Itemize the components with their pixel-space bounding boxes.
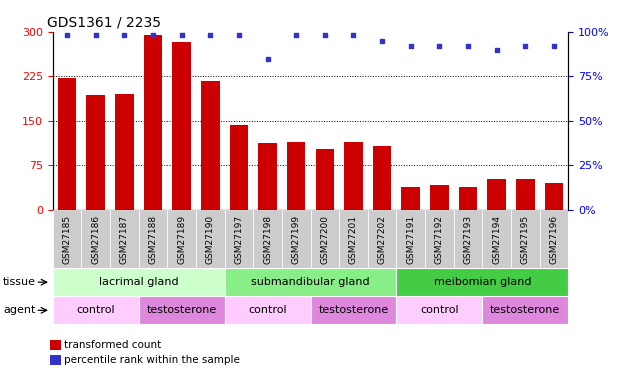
Point (206, 33, 215, 39)
Text: testosterone: testosterone (319, 305, 389, 315)
Bar (339, 210, 368, 268)
Bar (225, 296, 310, 324)
Bar (344, 142, 363, 210)
Text: testosterone: testosterone (147, 305, 217, 315)
Bar (545, 183, 563, 210)
Text: testosterone: testosterone (490, 305, 560, 315)
Text: GSM27186: GSM27186 (91, 214, 100, 264)
Point (320, 33, 330, 39)
Text: GSM27200: GSM27200 (320, 214, 329, 264)
Bar (396, 210, 425, 268)
Bar (401, 188, 420, 210)
Bar (110, 210, 138, 268)
Bar (430, 185, 448, 210)
Point (520, 43, 530, 49)
Bar (310, 296, 396, 324)
Text: GSM27196: GSM27196 (550, 214, 558, 264)
Bar (58, 78, 76, 210)
Text: GSM27187: GSM27187 (120, 214, 129, 264)
Text: GSM27191: GSM27191 (406, 214, 415, 264)
Bar (282, 210, 310, 268)
Bar (138, 210, 167, 268)
Point (549, 43, 559, 49)
Bar (173, 42, 191, 210)
Point (377, 38, 387, 44)
Text: GSM27193: GSM27193 (463, 214, 473, 264)
Text: GSM27199: GSM27199 (292, 214, 301, 264)
Point (234, 33, 244, 39)
Point (263, 56, 273, 62)
Text: GSM27188: GSM27188 (148, 214, 158, 264)
Bar (258, 143, 277, 210)
Bar (201, 81, 220, 210)
Bar (53, 296, 138, 324)
Point (348, 33, 358, 39)
Point (62, 33, 72, 39)
Point (91, 33, 101, 39)
Bar (86, 95, 105, 210)
Point (435, 43, 445, 49)
Bar (230, 125, 248, 210)
Bar (540, 210, 568, 268)
Text: GSM27202: GSM27202 (378, 214, 387, 264)
Bar (225, 268, 396, 296)
Text: GSM27185: GSM27185 (63, 214, 71, 264)
Bar (167, 210, 196, 268)
Bar (53, 210, 81, 268)
Text: percentile rank within the sample: percentile rank within the sample (64, 355, 240, 365)
Point (148, 33, 158, 39)
Point (492, 47, 502, 53)
Text: GSM27194: GSM27194 (492, 214, 501, 264)
Text: GSM27197: GSM27197 (234, 214, 243, 264)
Bar (143, 35, 162, 210)
Text: control: control (248, 305, 287, 315)
Point (463, 43, 473, 49)
Bar (425, 210, 454, 268)
Text: GSM27189: GSM27189 (177, 214, 186, 264)
Bar (454, 210, 483, 268)
Bar (287, 142, 306, 210)
Bar (196, 210, 225, 268)
Bar (459, 188, 478, 210)
Bar (368, 210, 396, 268)
Bar (487, 179, 506, 210)
Bar (81, 210, 110, 268)
Text: control: control (420, 305, 459, 315)
Text: GSM27192: GSM27192 (435, 214, 444, 264)
Text: GSM27195: GSM27195 (521, 214, 530, 264)
Bar (315, 149, 334, 210)
Point (406, 43, 415, 49)
Point (291, 33, 301, 39)
Bar (516, 179, 535, 210)
Bar (483, 210, 511, 268)
Bar (310, 210, 339, 268)
Text: lacrimal gland: lacrimal gland (99, 277, 178, 287)
Text: tissue: tissue (3, 277, 36, 287)
Bar (138, 296, 225, 324)
Bar (483, 296, 568, 324)
Text: meibomian gland: meibomian gland (433, 277, 531, 287)
Text: GSM27190: GSM27190 (206, 214, 215, 264)
Bar (373, 146, 391, 210)
Bar (115, 94, 134, 210)
Text: GSM27198: GSM27198 (263, 214, 272, 264)
Point (119, 33, 129, 39)
Bar (511, 210, 540, 268)
Text: agent: agent (3, 305, 35, 315)
Text: GSM27201: GSM27201 (349, 214, 358, 264)
Text: GDS1361 / 2235: GDS1361 / 2235 (47, 16, 161, 30)
Text: submandibular gland: submandibular gland (251, 277, 370, 287)
Bar (225, 210, 253, 268)
Bar (253, 210, 282, 268)
Point (177, 33, 187, 39)
Bar (53, 268, 225, 296)
Bar (396, 268, 568, 296)
Bar (396, 296, 483, 324)
Text: transformed count: transformed count (64, 340, 161, 350)
Text: control: control (76, 305, 115, 315)
